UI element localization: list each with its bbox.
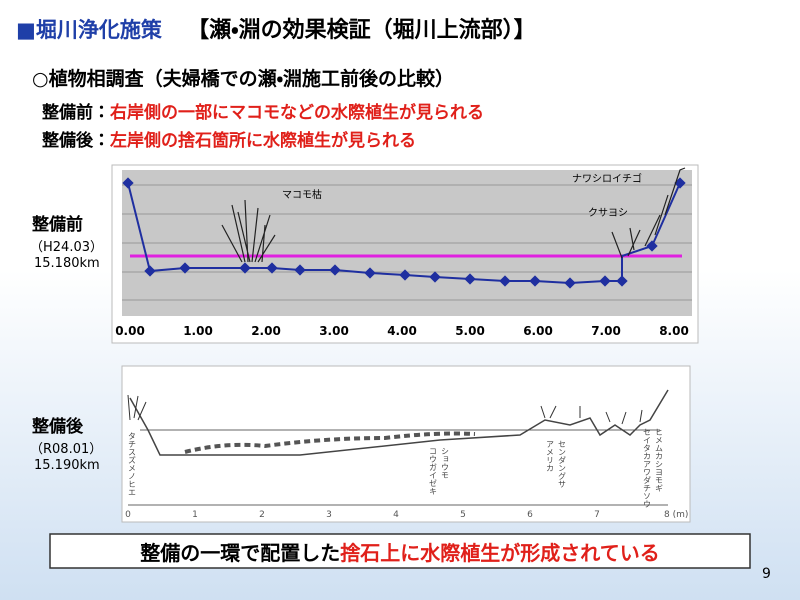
x-tick-label: 3.00 — [319, 324, 349, 338]
x-tick-label: 4 — [393, 510, 399, 520]
footer-highlight: 捨石上に水際植生が形成されている — [340, 541, 660, 565]
title-text: 堀川浄化施策 — [35, 18, 162, 42]
item-text: 左岸側の捨石箇所に水際植生が見られる — [110, 131, 416, 151]
annotation: コウガイゼキ — [429, 447, 438, 495]
x-tick-label: 1 — [192, 510, 198, 520]
item-label: 整備前： — [42, 103, 110, 123]
after-label: 整備後 — [32, 417, 83, 437]
before-label: 整備前 — [32, 215, 83, 235]
section-heading: ○植物相調査（夫婦橋での瀬・淵施工前後の比較） — [32, 68, 455, 90]
annotation: マコモ枯 — [282, 188, 322, 201]
item: 整備前：右岸側の一部にマコモなどの水際植生が見られる — [42, 98, 484, 123]
x-tick-label: 3 — [326, 510, 332, 520]
x-tick-label: 0.00 — [115, 324, 145, 338]
title-marker: ■ — [16, 18, 36, 42]
vegetation-sketch — [221, 167, 686, 263]
x-tick-label: 0 — [125, 510, 131, 520]
x-tick-label: 6 — [527, 510, 533, 520]
footer: 整備の一環で配置した捨石上に水際植生が形成されている — [0, 537, 800, 566]
x-tick-label: 1.00 — [183, 324, 213, 338]
item: 整備後：左岸側の捨石箇所に水際植生が見られる — [42, 126, 416, 151]
footer-text: 整備の一環で配置した — [140, 541, 341, 565]
x-tick-label: 7 — [594, 510, 600, 520]
x-tick-label: 2 — [259, 510, 265, 520]
x-tick-label: 2.00 — [251, 324, 281, 338]
x-tick-label: 7.00 — [591, 324, 621, 338]
x-tick-label: 8.00 — [659, 324, 689, 338]
annotation: ナワシロイチゴ — [572, 172, 642, 185]
after-cross-section — [129, 389, 669, 456]
annotation: セイタカアワダチソウ — [643, 428, 652, 508]
item-text: 右岸側の一部にマコモなどの水際植生が見られる — [110, 103, 484, 123]
annotation: アメリカ — [546, 440, 555, 472]
after-vegetation-sketch — [127, 394, 643, 425]
after-date: （R08.01） — [30, 442, 103, 457]
annotation: ヒメムカシヨモギ — [655, 428, 664, 492]
x-tick-label: 5.00 — [455, 324, 485, 338]
x-tick-label: 8 (m) — [664, 510, 688, 520]
footer-box — [49, 533, 751, 569]
x-tick-label: 4.00 — [387, 324, 417, 338]
annotation: ショウモ — [441, 447, 450, 479]
subtitle: 【瀬・淵の効果検証（堀川上流部）】 — [187, 18, 536, 43]
annotation: センダングサ — [558, 440, 567, 488]
after-vegetation — [184, 431, 476, 454]
x-tick-label: 6.00 — [523, 324, 553, 338]
x-tick-label: 5 — [460, 510, 466, 520]
slide-title: ■堀川浄化施策 【瀬・淵の効果検証（堀川上流部）】 — [16, 12, 536, 44]
annotation: タチスズメノヒエ — [128, 432, 137, 496]
annotation: クサヨシ — [588, 207, 628, 219]
before-distance: 15.180km — [34, 256, 100, 271]
item-label: 整備後： — [42, 131, 110, 151]
before-date: （H24.03） — [30, 240, 103, 255]
page-number: 9 — [762, 566, 771, 582]
after-distance: 15.190km — [34, 458, 100, 473]
